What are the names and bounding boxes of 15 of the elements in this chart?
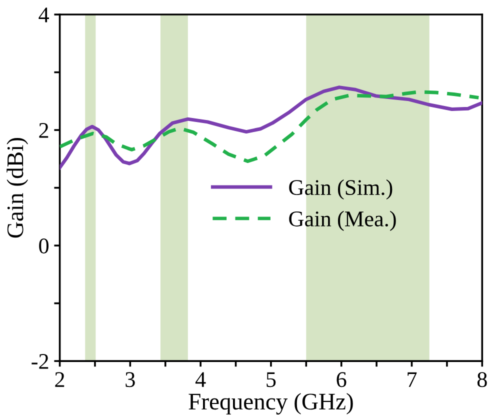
y-tick-label: 4 [38,8,50,22]
y-tick-label: 2 [39,123,48,138]
legend-label: Gain (Sim.) [289,179,392,200]
x-tick-label: 8 [477,372,487,388]
x-tick-label: 6 [336,372,346,388]
x-tick-label: 2 [55,372,64,387]
y-tick-label: 0 [39,238,49,254]
y-axis-title: Gain (dBi) [6,138,28,238]
x-tick-label: 7 [408,372,417,387]
x-tick-label: 3 [126,372,135,388]
x-tick-label: 5 [266,372,276,388]
legend-label: Gain (Mea.) [289,210,396,231]
y-tick-label: -2 [32,354,48,369]
x-axis-title: Frequency (GHz) [188,393,353,414]
x-tick-label: 4 [195,372,206,387]
